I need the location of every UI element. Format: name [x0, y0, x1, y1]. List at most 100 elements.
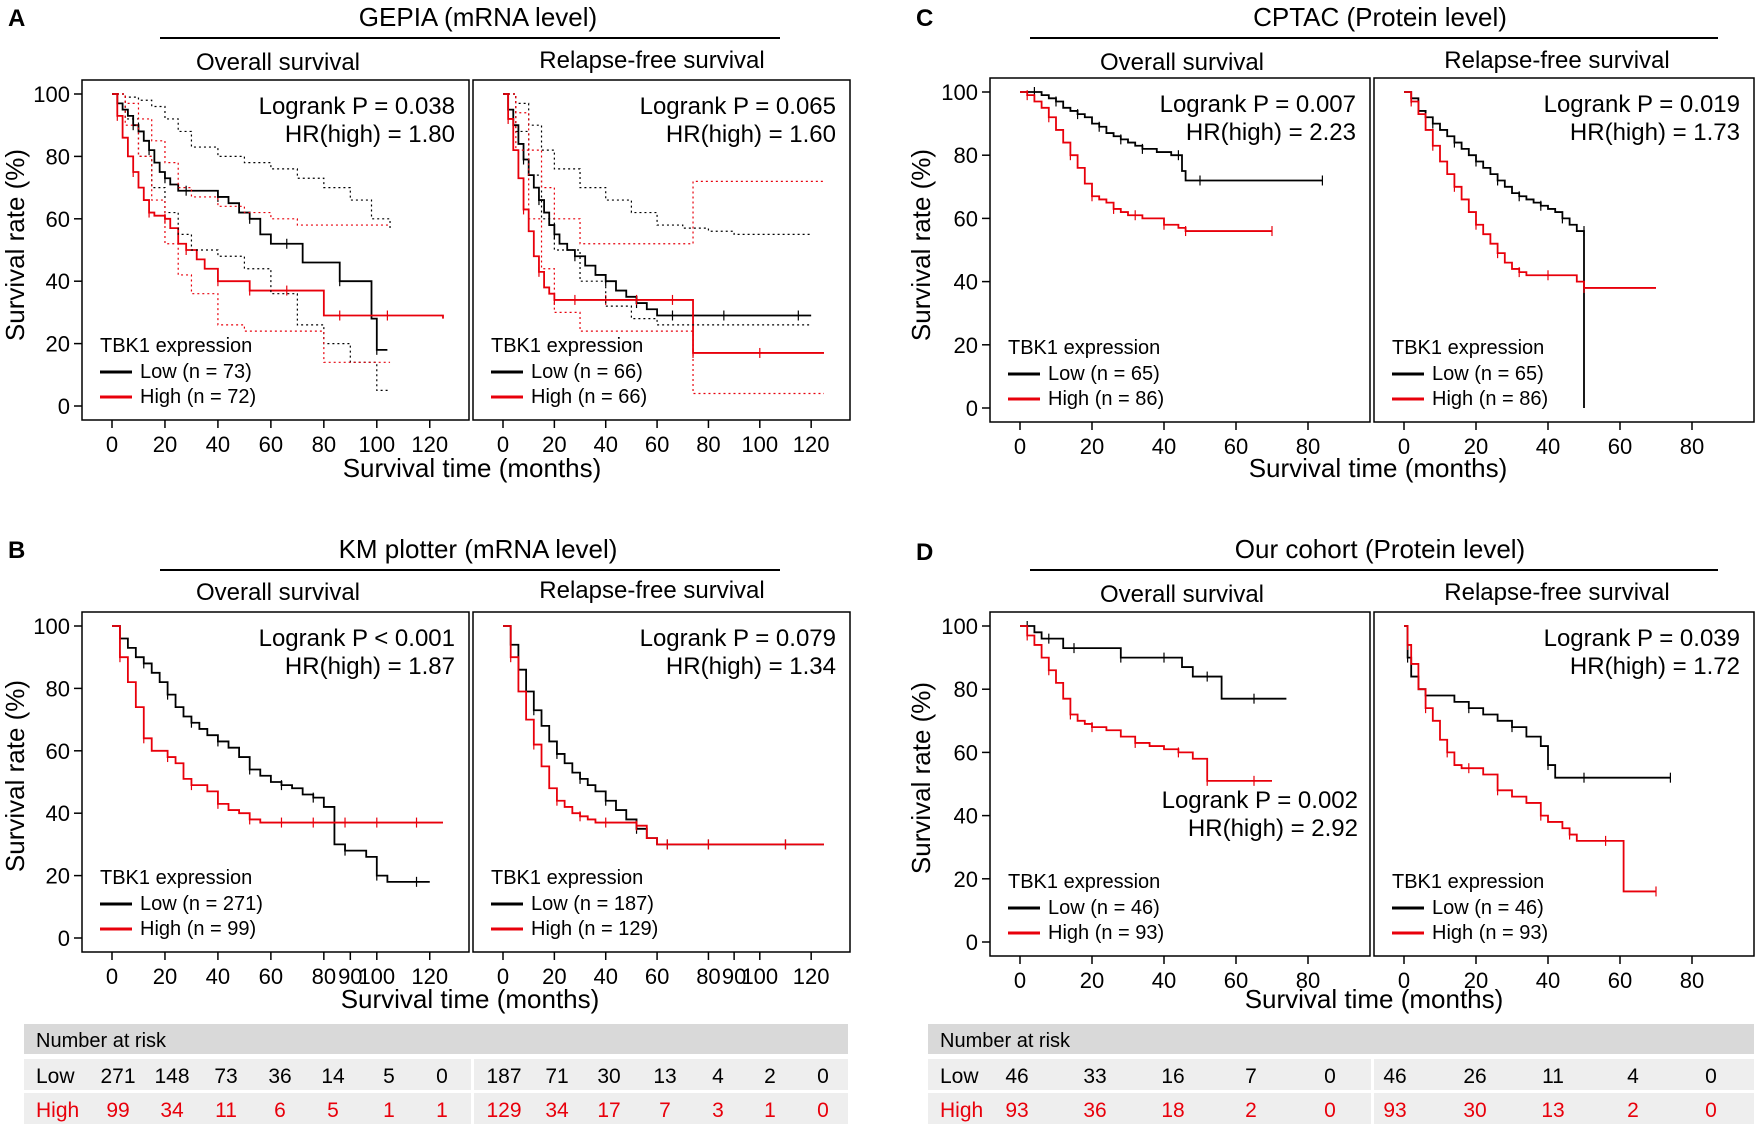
- km-plot-a-rfs: 0 20 40 60 80 100 120 Logrank P = 0.065HR(high)…: [472, 79, 851, 457]
- subtitle-d-rfs: Relapse-free survival: [1444, 579, 1669, 606]
- risk-count: 36: [1083, 1099, 1106, 1122]
- y-tick-label: 40: [954, 804, 978, 829]
- risk-row-band: [474, 1093, 848, 1124]
- y-tick-label: 20: [954, 867, 978, 892]
- risk-count: 34: [545, 1099, 569, 1122]
- plot-frame: [989, 77, 1371, 423]
- x-tick-label: 80: [1680, 968, 1704, 993]
- x-tick-label: 0: [1398, 968, 1410, 993]
- risk-row-label: Low: [36, 1065, 75, 1088]
- risk-row-band: [24, 1093, 471, 1124]
- y-tick-label: 80: [46, 144, 70, 169]
- legend-entry-low: Low (n = 65): [1048, 363, 1160, 385]
- legend-entry-low: Low (n = 46): [1048, 897, 1160, 919]
- risk-count: 30: [1463, 1099, 1486, 1122]
- risk-row-band: [928, 1093, 1371, 1124]
- subtitle-b-rfs: Relapse-free survival: [539, 577, 764, 604]
- y-tick-label: 40: [954, 270, 978, 295]
- x-tick-label: 20: [1080, 434, 1104, 459]
- logrank-p-label: Logrank P = 0.002: [1162, 787, 1358, 814]
- ylabel-b: Survival rate (%): [0, 680, 30, 872]
- x-tick-label: 40: [1152, 434, 1176, 459]
- risk-count: 26: [1463, 1065, 1486, 1088]
- risk-table-d: Number at risk Low 46 33 16 7 0 46 26 11 4 0 High 93 3…: [928, 1024, 1754, 1124]
- ylabel-c: Survival rate (%): [906, 149, 936, 341]
- km-curve-low: [1020, 91, 1323, 182]
- risk-count: 16: [1161, 1065, 1184, 1088]
- x-tick-label: 20: [1464, 968, 1488, 993]
- y-tick-label: 60: [46, 207, 70, 232]
- legend-entry-high: High (n = 86): [1432, 388, 1548, 410]
- x-tick-label: 100: [741, 964, 778, 989]
- y-tick-label: 40: [46, 269, 70, 294]
- panel-letter-c: C: [916, 5, 933, 32]
- y-tick-label: 80: [954, 677, 978, 702]
- risk-count: 11: [215, 1099, 237, 1122]
- risk-row-label: Low: [940, 1065, 979, 1088]
- x-tick-label: 20: [542, 964, 566, 989]
- x-tick-label: 60: [1224, 434, 1248, 459]
- legend-title: TBK1 expression: [100, 335, 252, 357]
- risk-count: 0: [817, 1099, 829, 1122]
- logrank-p-label: Logrank P = 0.007: [1160, 91, 1356, 118]
- y-tick-label: 60: [46, 739, 70, 764]
- hazard-ratio-label: HR(high) = 1.72: [1570, 653, 1740, 680]
- x-tick-label: 120: [411, 964, 448, 989]
- plot-frame: [472, 79, 851, 421]
- x-tick-label: 20: [542, 432, 566, 457]
- km-curve-low: [1404, 91, 1585, 408]
- risk-count: 46: [1383, 1065, 1406, 1088]
- x-tick-label: 90: [722, 964, 746, 989]
- legend-entry-high: High (n = 93): [1048, 922, 1164, 944]
- legend-title: TBK1 expression: [1392, 871, 1544, 893]
- risk-count: 0: [1705, 1099, 1717, 1122]
- legend-entry-low: Low (n = 271): [140, 893, 263, 915]
- x-tick-label: 40: [593, 432, 617, 457]
- y-tick-label: 80: [46, 676, 70, 701]
- y-tick-label: 0: [966, 930, 978, 955]
- panel-title-d: Our cohort (Protein level): [1235, 534, 1525, 564]
- risk-count: 0: [436, 1065, 448, 1088]
- x-tick-label: 0: [1014, 434, 1026, 459]
- x-tick-label: 80: [1296, 434, 1320, 459]
- x-tick-label: 20: [1080, 968, 1104, 993]
- km-curve-high: [1020, 625, 1272, 782]
- legend-entry-low: Low (n = 66): [531, 361, 643, 383]
- legend-title: TBK1 expression: [1008, 337, 1160, 359]
- x-tick-label: 80: [312, 964, 336, 989]
- x-tick-label: 40: [1152, 968, 1176, 993]
- risk-count: 0: [1705, 1065, 1717, 1088]
- risk-count: 148: [154, 1065, 189, 1088]
- x-tick-label: 60: [645, 964, 669, 989]
- x-tick-label: 40: [593, 964, 617, 989]
- y-tick-label: 0: [58, 926, 70, 951]
- hazard-ratio-label: HR(high) = 1.73: [1570, 119, 1740, 146]
- km-curve-high: [1404, 625, 1656, 893]
- risk-row-band: [474, 1059, 848, 1090]
- legend-entry-low: Low (n = 187): [531, 893, 654, 915]
- y-tick-label: 80: [954, 143, 978, 168]
- risk-count: 99: [106, 1099, 129, 1122]
- risk-count: 17: [597, 1099, 620, 1122]
- risk-count: 0: [1324, 1099, 1336, 1122]
- risk-count: 93: [1005, 1099, 1028, 1122]
- y-tick-label: 60: [954, 740, 978, 765]
- subtitle-a-os: Overall survival: [196, 49, 360, 76]
- km-curve-high: [112, 625, 443, 824]
- legend-title: TBK1 expression: [1392, 337, 1544, 359]
- xlabel-a: Survival time (months): [343, 453, 602, 483]
- x-tick-label: 80: [696, 432, 720, 457]
- legend-entry-high: High (n = 129): [531, 918, 658, 940]
- risk-count: 13: [653, 1065, 676, 1088]
- hazard-ratio-label: HR(high) = 1.60: [666, 121, 836, 148]
- hazard-ratio-label: HR(high) = 1.87: [285, 653, 455, 680]
- risk-row-band: [928, 1059, 1371, 1090]
- y-tick-label: 40: [46, 801, 70, 826]
- km-curve-high-ci-upper: [112, 93, 391, 226]
- risk-count: 18: [1161, 1099, 1184, 1122]
- hazard-ratio-label: HR(high) = 1.80: [285, 121, 455, 148]
- legend-title: TBK1 expression: [1008, 871, 1160, 893]
